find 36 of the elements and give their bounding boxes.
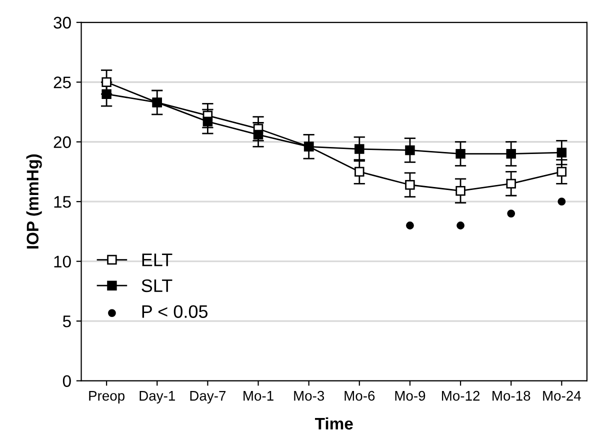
x-tick-label: Mo-24: [543, 390, 581, 401]
y-tick-label: 0: [62, 375, 71, 388]
legend-label: SLT: [142, 279, 172, 292]
point: [354, 166, 364, 177]
y-tick-label: 10: [54, 256, 71, 268]
y-tick-label: 5: [62, 316, 71, 328]
point: [556, 148, 567, 158]
x-tick-label: Mo-3: [294, 390, 324, 401]
point: [102, 77, 112, 87]
point: [405, 145, 415, 156]
point: [102, 89, 112, 99]
point: [202, 116, 213, 126]
y-tick-label: 20: [54, 136, 71, 148]
x-tick-label: Mo-6: [344, 390, 375, 401]
legend-label: P < 0.05: [142, 305, 208, 318]
x-axis-title: Time: [314, 417, 353, 430]
x-tick-label: Mo-12: [442, 390, 480, 401]
point: [456, 148, 466, 159]
x-tick-label: Mo-1: [244, 391, 274, 401]
point: [506, 178, 516, 189]
point: [405, 180, 415, 190]
y-tick-label: 30: [54, 16, 71, 29]
y-axis-title: IOP (mmHg): [26, 154, 42, 248]
y-tick-label: 25: [54, 76, 71, 88]
x-tick-label: Preop: [89, 391, 125, 404]
point: [456, 186, 466, 196]
x-tick-label: Mo-9: [395, 390, 426, 401]
x-tick-label: Day-1: [140, 391, 175, 404]
point: [354, 144, 364, 154]
point: [556, 166, 567, 177]
y-tick-label: 15: [54, 196, 71, 208]
legend-label: ELT: [142, 254, 172, 266]
point: [253, 130, 264, 140]
point: [506, 148, 516, 159]
x-tick-label: Mo-18: [492, 390, 530, 401]
x-tick-label: Day-7: [190, 391, 226, 404]
